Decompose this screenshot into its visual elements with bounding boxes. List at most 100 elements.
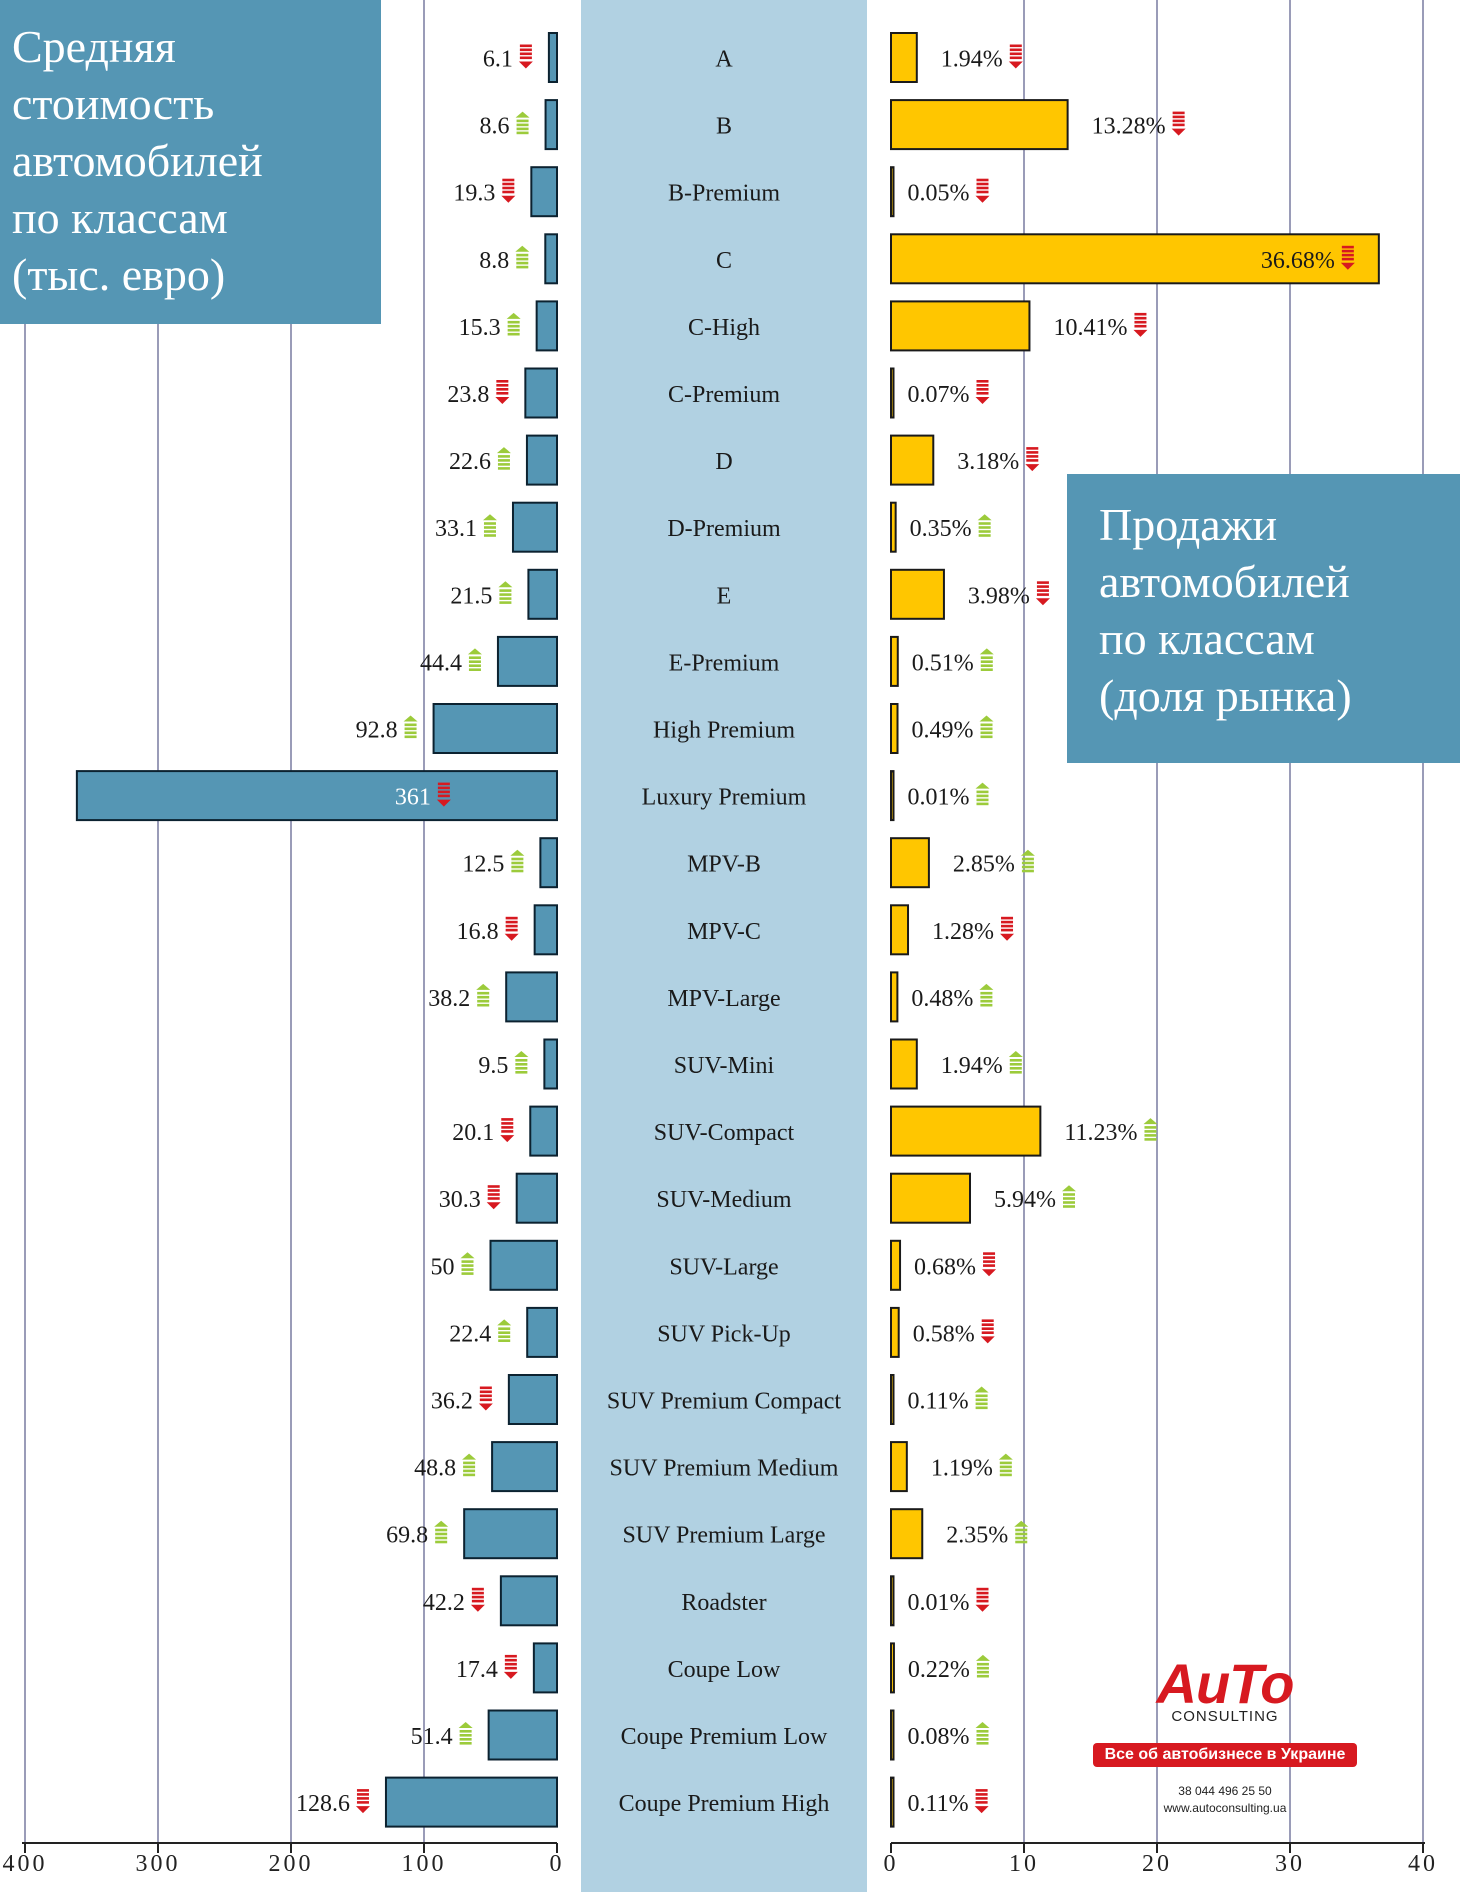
price-value-label: 44.4: [420, 650, 462, 676]
price-bar: [539, 837, 558, 889]
price-bar: [544, 233, 559, 285]
price-value-label: 16.8: [457, 919, 499, 945]
price-bar: [547, 32, 559, 83]
category-label: SUV Premium Compact: [607, 1389, 842, 1415]
price-bar: [384, 1776, 558, 1828]
price-bar: [489, 1239, 558, 1291]
share-tick-label: 10: [1009, 1851, 1039, 1877]
trend-up-icon: [974, 1386, 989, 1410]
share-value-label: 0.49%: [912, 718, 974, 744]
price-value-label: 17.4: [456, 1657, 498, 1683]
category-label: B-Premium: [668, 181, 780, 207]
logo-tagline: Все об автобизнесе в Украине: [1092, 1743, 1358, 1767]
share-bar: [890, 99, 1069, 151]
trend-up-icon: [514, 1051, 529, 1074]
price-value-label: 128.6: [296, 1791, 350, 1817]
price-bar: [532, 1642, 558, 1694]
share-bar: [890, 904, 910, 956]
share-value-label: 36.68%: [1261, 248, 1335, 274]
price-bar: [511, 501, 558, 553]
price-value-label: 6.1: [483, 47, 513, 73]
trend-up-icon: [497, 1319, 512, 1342]
trend-down-icon: [486, 1185, 501, 1210]
share-bar: [890, 501, 897, 553]
trend-down-icon: [500, 1118, 515, 1143]
category-label: A: [715, 47, 733, 73]
price-tick-label: 400: [3, 1851, 48, 1877]
logo-website: www.autoconsulting.ua: [1163, 1801, 1287, 1815]
share-value-label: 0.11%: [908, 1791, 969, 1817]
price-title-line: Средняя: [12, 21, 176, 72]
price-tick-label: 100: [402, 1851, 447, 1877]
price-title-line: (тыс. евро): [12, 249, 226, 300]
share-value-label: 0.11%: [908, 1389, 969, 1415]
trend-down-icon: [975, 178, 990, 203]
share-bar: [890, 971, 899, 1023]
category-label: Roadster: [681, 1590, 766, 1616]
trend-down-icon: [504, 916, 519, 941]
category-label: SUV-Large: [669, 1254, 778, 1280]
share-value-label: 3.98%: [968, 583, 1030, 609]
price-bar: [525, 434, 559, 486]
category-label: Coupe Premium Low: [621, 1724, 828, 1750]
share-bar: [890, 1239, 902, 1291]
category-label: E: [717, 583, 732, 609]
trend-up-icon: [467, 648, 482, 671]
share-value-label: 0.01%: [908, 785, 970, 811]
price-bar: [491, 1441, 559, 1493]
category-label: High Premium: [653, 718, 795, 744]
trend-up-icon: [506, 312, 521, 336]
share-value-label: 10.41%: [1053, 315, 1127, 341]
category-label: SUV-Compact: [654, 1120, 795, 1146]
trend-up-icon: [460, 1252, 475, 1275]
price-bar: [544, 99, 559, 151]
price-value-label: 8.6: [480, 114, 510, 140]
trend-down-icon: [503, 1654, 518, 1679]
trend-down-icon: [974, 1789, 989, 1814]
trend-down-icon: [1000, 916, 1015, 941]
price-bar: [505, 971, 558, 1023]
trend-down-icon: [1171, 111, 1186, 136]
category-label: SUV Premium Medium: [610, 1456, 839, 1482]
share-bar: [890, 300, 1031, 352]
trend-up-icon: [1020, 849, 1035, 873]
share-value-label: 2.35%: [946, 1523, 1008, 1549]
category-label: E-Premium: [669, 650, 780, 676]
trend-down-icon: [436, 782, 451, 807]
price-bar: [432, 703, 558, 754]
share-tick-label: 20: [1142, 1851, 1172, 1877]
price-title-line: по классам: [12, 192, 228, 243]
trend-down-icon: [980, 1319, 995, 1344]
price-bar: [507, 1374, 559, 1425]
share-value-label: 0.35%: [910, 516, 972, 542]
share-tick-label: 30: [1275, 1851, 1305, 1877]
logo-brand: AuTo: [1156, 1652, 1295, 1715]
price-bar: [75, 770, 559, 822]
price-value-label: 23.8: [447, 382, 489, 408]
share-bar: [890, 1575, 895, 1627]
trend-up-icon: [1062, 1185, 1077, 1208]
trend-up-icon: [498, 581, 513, 604]
share-bar: [890, 1776, 895, 1828]
trend-down-icon: [355, 1789, 370, 1814]
trend-down-icon: [1133, 312, 1148, 337]
category-label: C-High: [688, 315, 760, 341]
share-tick-label: 0: [884, 1851, 899, 1877]
trend-up-icon: [979, 983, 994, 1007]
price-value-label: 361: [395, 785, 431, 811]
trend-up-icon: [975, 1654, 990, 1678]
share-title-line: по классам: [1099, 613, 1315, 664]
price-value-label: 22.6: [449, 449, 491, 475]
trend-up-icon: [403, 715, 418, 739]
trend-down-icon: [470, 1587, 485, 1612]
trend-down-icon: [975, 1587, 990, 1612]
trend-down-icon: [1008, 44, 1023, 69]
trend-up-icon: [975, 1722, 990, 1745]
share-bar: [890, 837, 930, 889]
trend-up-icon: [510, 849, 525, 873]
logo-contacts: 38 044 496 25 50 www.autoconsulting.ua: [1080, 1783, 1370, 1817]
share-title-line: автомобилей: [1099, 556, 1350, 607]
price-bar: [527, 568, 559, 620]
share-bar: [890, 233, 1380, 285]
